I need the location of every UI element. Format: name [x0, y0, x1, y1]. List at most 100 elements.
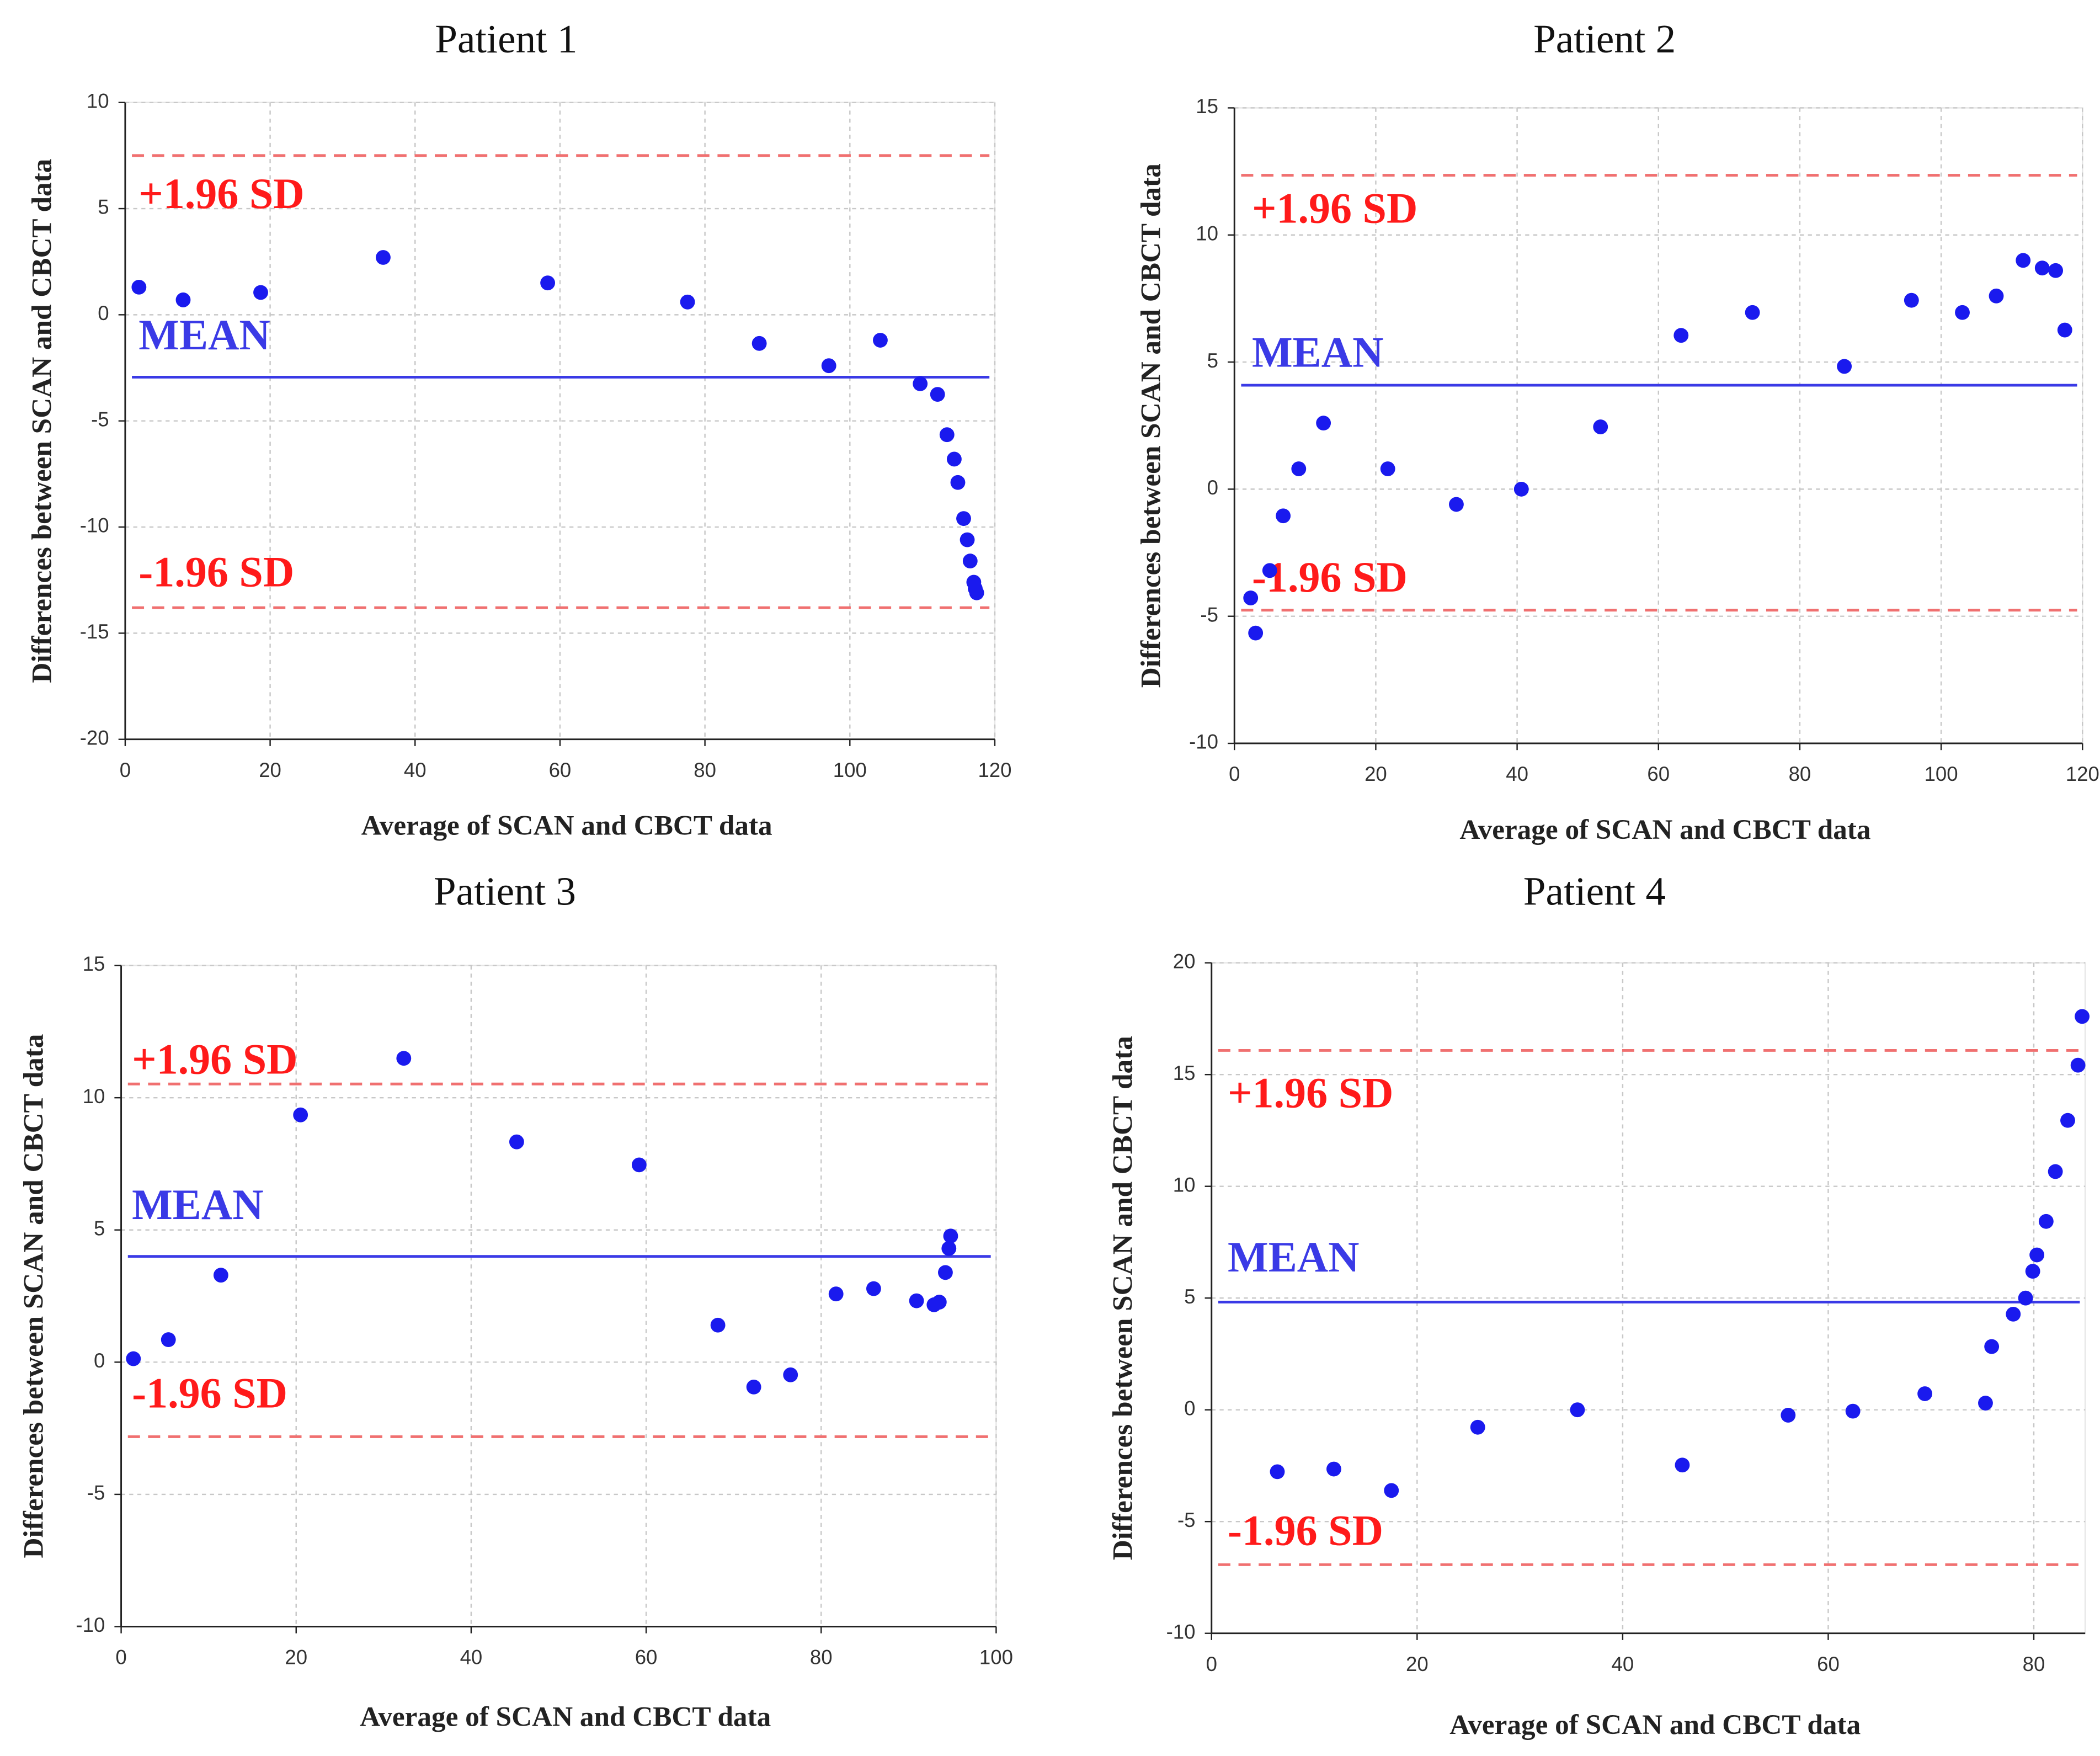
point — [1837, 359, 1852, 374]
y-tick-label: -10 — [1166, 1620, 1196, 1643]
point — [1316, 416, 1331, 431]
point — [962, 554, 978, 569]
x-tick-label: 100 — [979, 1646, 1013, 1669]
chart-title: Patient 2 — [1533, 17, 1676, 61]
point — [1745, 305, 1760, 320]
reference-label: +1.96 SD — [1228, 1069, 1393, 1117]
y-tick-label: -5 — [87, 1482, 105, 1504]
y-tick-label: 10 — [87, 89, 109, 112]
reference-label: MEAN — [1252, 328, 1384, 376]
point — [293, 1107, 308, 1122]
y-axis-label: Differences between SCAN and CBCT data — [18, 1034, 50, 1558]
point — [1470, 1419, 1485, 1435]
point — [1593, 419, 1608, 434]
x-tick-label: 100 — [1925, 763, 1958, 785]
point — [2060, 1113, 2075, 1128]
point — [175, 292, 191, 307]
point — [866, 1281, 881, 1296]
point — [1955, 305, 1970, 320]
point — [1384, 1483, 1399, 1498]
point — [2034, 260, 2050, 276]
x-tick-label: 100 — [833, 759, 867, 781]
point — [126, 1351, 141, 1366]
chart-title: Patient 3 — [434, 869, 576, 914]
x-tick-label: 120 — [978, 759, 1011, 781]
x-tick-label: 20 — [285, 1646, 307, 1669]
point — [2029, 1247, 2045, 1263]
y-axis-label: Differences between SCAN and CBCT data — [26, 159, 57, 683]
point — [2048, 263, 2064, 278]
point — [1673, 328, 1689, 343]
reference-label: -1.96 SD — [132, 1369, 287, 1417]
reference-label: +1.96 SD — [138, 169, 304, 217]
point — [540, 275, 556, 291]
y-tick-label: 0 — [1184, 1397, 1195, 1419]
point — [956, 511, 971, 526]
point — [1291, 461, 1307, 476]
point — [941, 1241, 957, 1256]
x-tick-label: 60 — [1647, 763, 1670, 785]
y-tick-label: -5 — [91, 408, 109, 430]
point — [1781, 1408, 1796, 1423]
point — [1978, 1396, 1993, 1411]
y-tick-label: 10 — [83, 1085, 105, 1108]
y-tick-label: 5 — [98, 196, 109, 219]
x-axis-label: Average of SCAN and CBCT data — [360, 1701, 771, 1733]
x-tick-label: 80 — [2023, 1653, 2045, 1675]
x-tick-label: 60 — [635, 1646, 658, 1669]
point — [913, 376, 928, 391]
point — [1904, 292, 1919, 308]
point — [1449, 497, 1464, 512]
x-tick-label: 0 — [115, 1646, 126, 1669]
point — [950, 475, 966, 490]
x-tick-label: 40 — [1506, 763, 1528, 785]
point — [131, 279, 147, 295]
chart-title: Patient 1 — [435, 17, 577, 61]
point — [960, 532, 975, 547]
reference-label: +1.96 SD — [132, 1035, 297, 1083]
y-tick-label: 15 — [83, 953, 105, 975]
y-tick-label: 15 — [1173, 1062, 1196, 1084]
point — [1845, 1403, 1861, 1419]
reference-label: -1.96 SD — [138, 547, 294, 595]
chart-title: Patient 4 — [1523, 869, 1666, 914]
point — [821, 358, 836, 374]
point — [746, 1379, 761, 1395]
y-tick-label: -5 — [1200, 603, 1218, 626]
point — [1262, 563, 1277, 578]
point — [2006, 1306, 2021, 1322]
point — [2025, 1264, 2040, 1279]
x-tick-label: 40 — [404, 759, 427, 781]
y-tick-label: 15 — [1196, 95, 1218, 118]
y-tick-label: -15 — [80, 620, 109, 643]
x-tick-label: 80 — [1789, 763, 1811, 785]
point — [930, 387, 945, 402]
point — [1248, 625, 1264, 641]
y-tick-label: -10 — [80, 514, 109, 537]
point — [1276, 508, 1291, 524]
point — [2048, 1164, 2063, 1179]
point — [2070, 1057, 2086, 1073]
point — [1513, 481, 1529, 497]
point — [938, 1265, 953, 1280]
point — [1270, 1464, 1285, 1480]
y-tick-label: -20 — [80, 726, 109, 749]
x-axis-label: Average of SCAN and CBCT data — [1459, 814, 1870, 845]
x-tick-label: 20 — [1365, 763, 1387, 785]
x-axis-label: Average of SCAN and CBCT data — [1449, 1709, 1861, 1741]
x-tick-label: 60 — [1817, 1653, 1840, 1675]
point — [509, 1134, 524, 1150]
point — [751, 336, 767, 351]
x-axis-label: Average of SCAN and CBCT data — [361, 810, 772, 841]
point — [947, 451, 962, 467]
y-tick-label: -5 — [1177, 1509, 1196, 1531]
point — [710, 1317, 726, 1333]
reference-label: -1.96 SD — [1252, 553, 1408, 601]
x-tick-label: 0 — [1206, 1653, 1217, 1675]
reference-label: +1.96 SD — [1252, 184, 1417, 232]
x-tick-label: 0 — [1229, 763, 1240, 785]
point — [2016, 253, 2031, 268]
point — [1984, 1339, 2000, 1354]
point — [680, 294, 695, 310]
